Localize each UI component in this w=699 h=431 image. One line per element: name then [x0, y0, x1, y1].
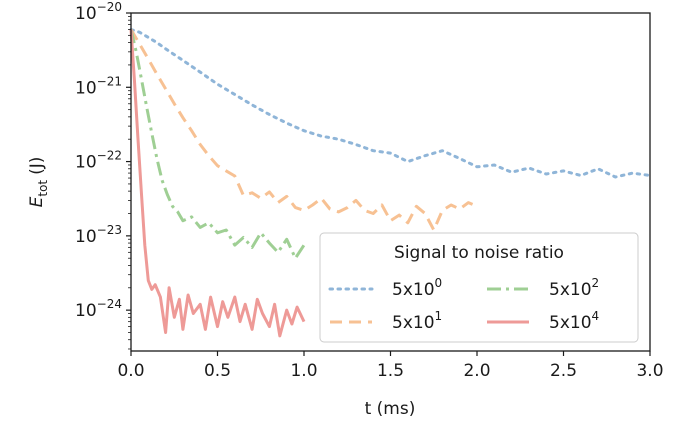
x-tick-label-5: 2.5: [550, 361, 577, 381]
x-axis: 0.0 0.5 1.0 1.5 2.0 2.5 3.0: [117, 351, 663, 381]
y-axis-label: Etot (J): [27, 157, 50, 208]
y-tick-label-3: 10−23: [75, 223, 122, 247]
y-tick-label-0: 10−20: [75, 0, 122, 24]
y-axis-label-sub: tot: [36, 180, 50, 197]
x-tick-label-6: 3.0: [636, 361, 663, 381]
x-tick-label-4: 2.0: [463, 361, 490, 381]
series-line-0: [131, 30, 650, 178]
y-axis: 10−20 10−21 10−22 10−23 10−24: [75, 0, 131, 349]
legend: Signal to noise ratio 5x1005x1015x1025x1…: [320, 233, 638, 342]
y-axis-label-main: E: [27, 196, 47, 207]
x-tick-label-0: 0.0: [117, 361, 144, 381]
x-tick-label-1: 0.5: [204, 361, 231, 381]
y-axis-label-unit: (J): [27, 157, 47, 175]
y-tick-label-4: 10−24: [75, 297, 122, 321]
x-axis-label: t (ms): [365, 399, 416, 419]
y-tick-label-1: 10−21: [75, 74, 122, 98]
y-tick-label-2: 10−22: [75, 149, 122, 173]
legend-title: Signal to noise ratio: [394, 243, 564, 263]
series-line-2: [131, 30, 304, 259]
series-line-3: [131, 30, 304, 336]
x-tick-label-2: 1.0: [290, 361, 317, 381]
x-tick-label-3: 1.5: [377, 361, 404, 381]
